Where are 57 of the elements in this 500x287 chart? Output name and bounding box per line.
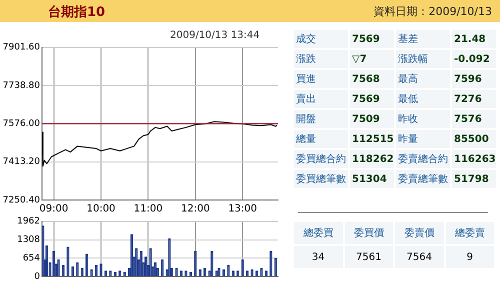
text: ▽7 xyxy=(350,50,394,68)
text: 116263 xyxy=(452,150,496,168)
text: 昨量 xyxy=(396,130,450,148)
y-tick-label: 7738.80 xyxy=(2,80,40,91)
text: 51304 xyxy=(350,170,394,188)
text: 7568 xyxy=(350,70,394,88)
text: 34 xyxy=(294,246,342,268)
text: 7569 xyxy=(350,90,394,108)
y-tick-label: 7413.20 xyxy=(2,157,40,168)
text: 委賣價 xyxy=(395,222,444,244)
text: 昨收 xyxy=(396,110,450,128)
text: 最高 xyxy=(396,70,450,88)
text: 7576 xyxy=(452,110,496,128)
text: 總量 xyxy=(294,130,348,148)
text: 85500 xyxy=(452,130,496,148)
y-tick-label: 7250.40 xyxy=(2,195,40,206)
text: 最低 xyxy=(396,90,450,108)
x-tick-label: 12:00 xyxy=(180,204,210,215)
x-tick-label: 11:00 xyxy=(134,204,163,215)
y-tick-label: 7901.60 xyxy=(2,42,40,53)
text: 118262 xyxy=(350,150,394,168)
text: 7276 xyxy=(452,90,496,108)
text: -0.092 xyxy=(452,50,496,68)
x-tick-label: 09:00 xyxy=(39,204,68,215)
text: 漲跌 xyxy=(294,50,348,68)
text: 7596 xyxy=(452,70,496,88)
text: 資料日期：2009/10/13 xyxy=(374,4,492,19)
text: 成交 xyxy=(294,30,348,48)
text: 委賣總筆數 xyxy=(396,170,450,188)
text: 7569 xyxy=(350,30,394,48)
text: 7509 xyxy=(350,110,394,128)
text: 委買總合約 xyxy=(294,150,348,168)
x-tick-label: 10:00 xyxy=(86,204,116,215)
text: 委買總筆數 xyxy=(294,170,348,188)
y-tick-label: 0 xyxy=(34,272,40,282)
chart-title: 台期指10 xyxy=(48,4,106,21)
text: 開盤 xyxy=(294,110,348,128)
text: 賣出 xyxy=(294,90,348,108)
text: 7564 xyxy=(395,246,444,268)
text: 21.48 xyxy=(452,30,496,48)
text: 漲跌幅 xyxy=(396,50,450,68)
text: 9 xyxy=(446,246,494,268)
text: 委賣總合約 xyxy=(396,150,450,168)
x-tick-label: 13:00 xyxy=(228,204,258,215)
text: 112515 xyxy=(350,130,394,148)
chart-subtitle: 2009/10/13 13:44 xyxy=(170,30,260,41)
text: 總委賣 xyxy=(446,222,494,244)
y-tick-label: 1962 xyxy=(17,216,40,227)
text: 51798 xyxy=(452,170,496,188)
y-tick-label: 1308 xyxy=(17,235,40,246)
text: 總委買 xyxy=(294,222,342,244)
text: 基差 xyxy=(396,30,450,48)
y-tick-label: 7576.00 xyxy=(2,119,40,130)
text: 7561 xyxy=(344,246,393,268)
y-tick-label: 654 xyxy=(22,254,40,264)
text: 委買價 xyxy=(344,222,393,244)
text: 買進 xyxy=(294,70,348,88)
